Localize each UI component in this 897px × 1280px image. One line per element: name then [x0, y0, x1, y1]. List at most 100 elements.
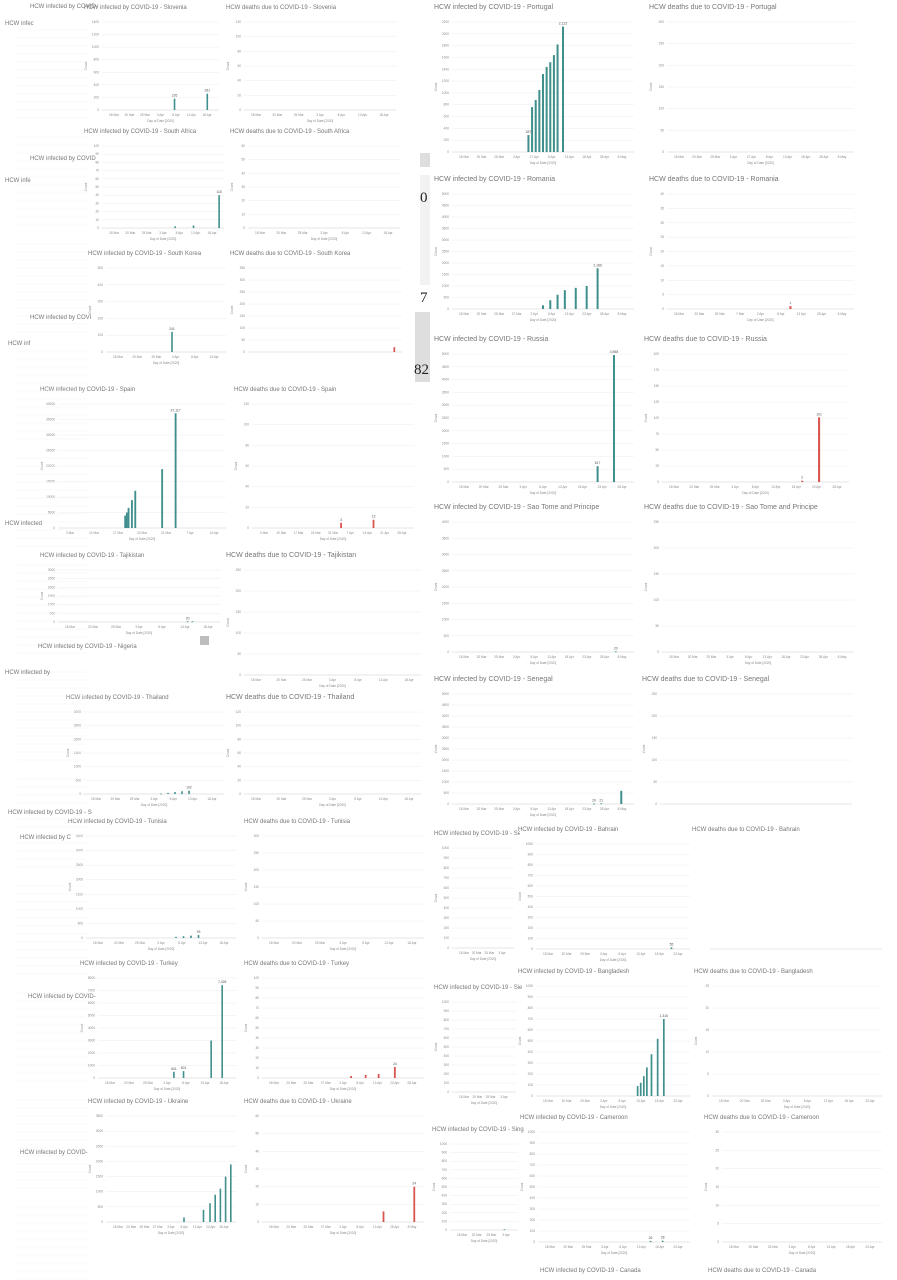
- y-tick-label: 2500: [74, 724, 81, 728]
- y-tick-label: 200: [528, 1072, 534, 1076]
- bar: [192, 225, 195, 228]
- bar: [160, 793, 162, 795]
- x-tick-label: 18 Mar: [669, 485, 680, 489]
- x-tick-label: 28 Apr: [390, 1225, 400, 1229]
- y-tick-label: 100: [94, 144, 100, 148]
- y-tick-label: 0: [445, 1228, 447, 1232]
- x-tick-label: 13 Apr: [771, 485, 781, 489]
- y-tick-label: 5: [662, 293, 664, 297]
- chart-svg: HCW deaths due to COVID-19 - Romania 0 5 10…: [649, 176, 854, 322]
- chart-title: HCW infected by COVID-19 - Cameroon: [520, 1115, 628, 1121]
- chart-svg: HCW infected by COVID-19 - Turkey 0 1000 20…: [80, 961, 236, 1091]
- x-tick-label: 28 Apr: [600, 655, 610, 659]
- x-tick-label: 25 Mar: [294, 113, 305, 117]
- bar: [218, 195, 220, 228]
- x-tick-label: 3 Apr: [513, 655, 521, 659]
- bar: [350, 1076, 352, 1078]
- x-axis-label: Day of Date [2020]: [126, 631, 153, 635]
- y-tick-label: 700: [530, 1163, 536, 1167]
- x-tick-label: 20 Mar: [277, 678, 288, 682]
- x-axis-label: Day of Date [2020]: [158, 1231, 185, 1235]
- x-tick-label: 27 Apr: [747, 155, 757, 159]
- x-tick-label: 13 Apr: [188, 797, 198, 801]
- x-tick-label: 18 Mar: [269, 941, 280, 945]
- y-tick-label: 400: [94, 83, 100, 87]
- x-tick-label: 13 Apr: [827, 1245, 837, 1249]
- y-tick-label: 500: [530, 1185, 536, 1189]
- y-axis-label: Count: [88, 306, 92, 315]
- y-tick-label: 300: [659, 20, 665, 24]
- x-tick-label: 3 Apr: [163, 1081, 171, 1085]
- data-label: 37,117: [171, 408, 181, 412]
- y-tick-label: 50: [241, 158, 245, 162]
- truncated-chart-title: HCW infected by COVID-19 - Nigeria: [38, 644, 137, 650]
- x-tick-label: 20 Mar: [292, 941, 303, 945]
- y-tick-label: 2000: [442, 429, 449, 433]
- x-tick-label: 13 Apr: [200, 1081, 210, 1085]
- x-tick-label: 8 Apr: [777, 312, 785, 316]
- y-tick-label: 0: [257, 1076, 259, 1080]
- bar: [219, 1188, 222, 1222]
- chart-panel: HCW deaths due to COVID-19 - Bahrain: [688, 822, 888, 967]
- y-tick-label: 2500: [442, 416, 449, 420]
- y-tick-label: 0: [447, 1090, 449, 1094]
- y-tick-label: 50: [660, 128, 664, 132]
- y-tick-label: 700: [444, 1027, 450, 1031]
- bar: [639, 1082, 642, 1096]
- bar: [818, 417, 821, 482]
- x-tick-label: 8 Apr: [619, 1245, 627, 1249]
- data-label: 7,428: [218, 980, 227, 984]
- chart-svg: HCW infected by COVID-19 - South Africa 0…: [84, 129, 224, 241]
- y-tick-label: 100: [442, 1219, 448, 1223]
- x-tick-label: 20 Mar: [477, 807, 488, 811]
- x-tick-label: 14 Apr: [363, 531, 373, 535]
- y-tick-label: 0: [447, 802, 449, 806]
- y-tick-label: 200: [254, 868, 260, 872]
- chart-svg: HCW infected by COVID-19 - Russia 0 500 100…: [434, 336, 634, 495]
- x-tick-label: 28 Apr: [819, 655, 829, 659]
- x-tick-label: 3 Apr: [316, 113, 324, 117]
- x-tick-label: 8 Apr: [357, 1225, 365, 1229]
- x-tick-label: 8 Apr: [354, 797, 362, 801]
- y-tick-label: 3000: [442, 403, 449, 407]
- y-tick-label: 1000: [526, 984, 533, 988]
- y-tick-label: 20: [95, 210, 99, 214]
- x-tick-label: 8 Apr: [178, 941, 186, 945]
- y-tick-label: 1000: [440, 1142, 447, 1146]
- y-tick-label: 3000: [442, 238, 449, 242]
- y-tick-label: 500: [528, 1039, 534, 1043]
- x-tick-label: 20 Mar: [562, 952, 573, 956]
- fragment-digit-0: 0: [420, 190, 428, 206]
- chart-title: HCW infected by COVID-19 - Slovenia: [84, 5, 187, 11]
- y-tick-label: 2000: [96, 1159, 103, 1163]
- y-tick-label: 200: [98, 316, 104, 320]
- y-tick-label: 100: [528, 1083, 534, 1087]
- truncated-chart-title: HCW infected by COVID-: [20, 1150, 88, 1156]
- x-tick-label: 20 Mar: [110, 797, 121, 801]
- truncated-chart-title: HCW infected by COVID-: [28, 994, 96, 1000]
- bar: [393, 1067, 396, 1078]
- x-tick-label: 18 Apr: [781, 655, 791, 659]
- chart-svg: HCW infected by COVID-19 - Portugal 0 200 4…: [434, 4, 634, 165]
- y-tick-label: 0: [247, 526, 249, 530]
- x-tick-label: 27 Mar: [153, 1225, 164, 1229]
- truncated-chart-title: HCW infected by COVID: [30, 156, 96, 162]
- bar: [614, 651, 617, 653]
- y-tick-label: 30: [660, 221, 664, 225]
- x-tick-label: 23 Apr: [598, 485, 608, 489]
- x-tick-label: 2 Apr: [530, 312, 538, 316]
- x-tick-label: 8 Apr: [338, 113, 346, 117]
- truncated-chart-title: HCW infected by COVID-19 - S: [8, 810, 92, 816]
- x-tick-label: 8 Apr: [191, 355, 199, 359]
- y-axis-label: Count: [644, 583, 648, 592]
- y-tick-label: 2000: [442, 585, 449, 589]
- x-tick-label: 13 Apr: [187, 113, 197, 117]
- chart-title: HCW deaths due to COVID-19 - Russia: [644, 336, 767, 343]
- y-tick-label: 50: [237, 652, 241, 656]
- y-tick-label: 1000: [442, 780, 449, 784]
- y-tick-label: 500: [442, 1185, 448, 1189]
- x-tick-label: 25 Mar: [710, 485, 721, 489]
- x-tick-label: 7 Mar: [736, 312, 745, 316]
- data-label: 20: [592, 799, 596, 803]
- x-tick-label: 20 Mar: [277, 797, 288, 801]
